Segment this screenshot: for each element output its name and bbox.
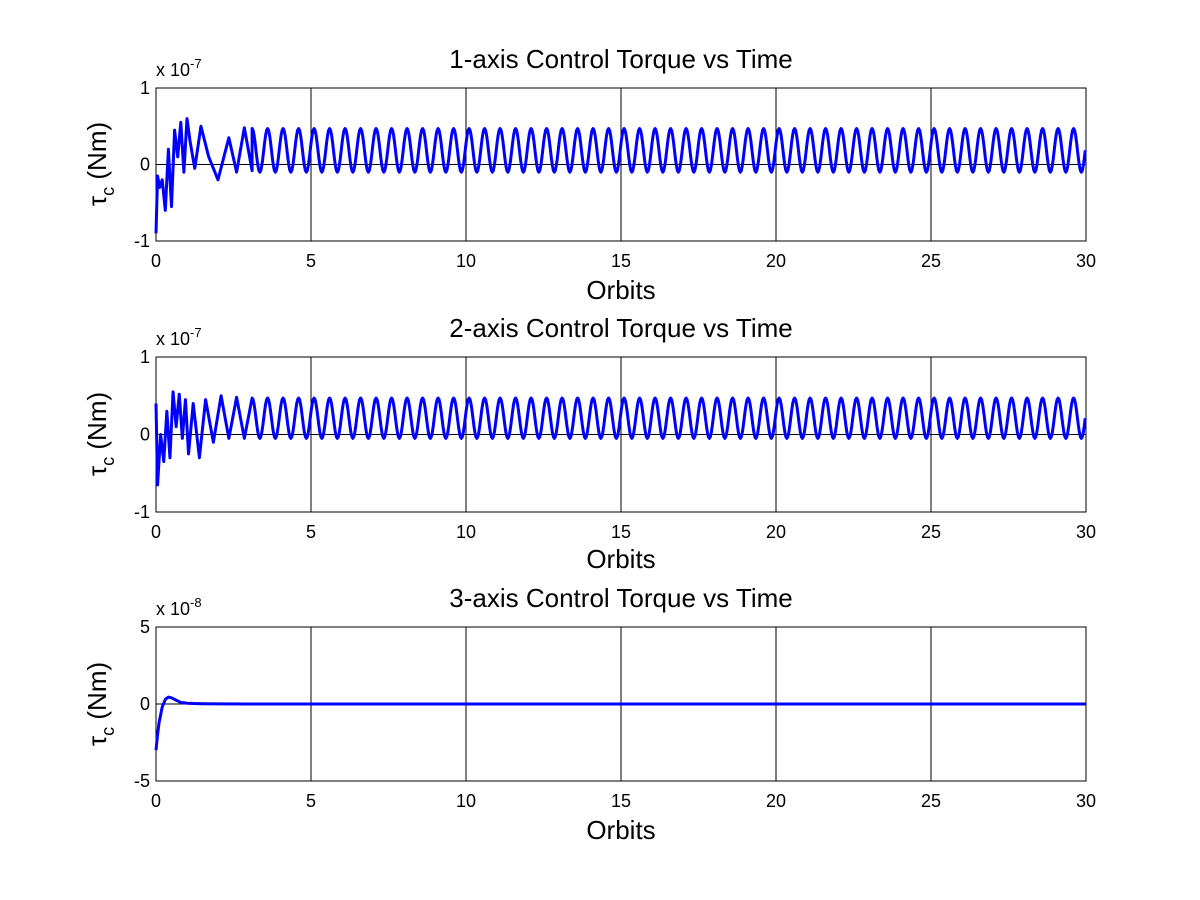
y-axis-unit: (Nm) (82, 392, 112, 457)
y-axis-subscript: c (98, 457, 118, 466)
x-tick-label: 10 (456, 791, 476, 811)
x-tick-label: 10 (456, 251, 476, 271)
series-line-0 (154, 695, 1086, 751)
multiplier-exponent: -8 (190, 595, 202, 610)
y-axis-unit: (Nm) (82, 662, 112, 727)
grid (156, 357, 1086, 512)
x-tick-label: 25 (921, 522, 941, 542)
y-axis-multiplier: x 10-7 (156, 325, 202, 349)
y-axis-multiplier: x 10-8 (156, 595, 202, 619)
x-tick-label: 20 (766, 791, 786, 811)
series-layer (154, 390, 1087, 487)
y-axis-symbol: τ (82, 195, 112, 206)
x-tick-label: 25 (921, 791, 941, 811)
y-tick-labels: -1 0 1 (134, 347, 150, 522)
y-tick-label: -1 (134, 231, 150, 251)
chart-title: 1-axis Control Torque vs Time (449, 44, 792, 74)
series-line-0 (154, 117, 1087, 234)
multiplier-base: x 10 (156, 60, 190, 80)
x-tick-label: 0 (151, 251, 161, 271)
x-tick-labels: 0 5 10 15 20 25 30 (151, 251, 1096, 271)
x-tick-label: 0 (151, 522, 161, 542)
x-axis-label: Orbits (586, 815, 655, 845)
x-tick-label: 20 (766, 522, 786, 542)
x-tick-label: 15 (611, 251, 631, 271)
y-tick-label: -5 (134, 771, 150, 791)
multiplier-base: x 10 (156, 599, 190, 619)
y-tick-label: 1 (140, 78, 150, 98)
y-axis-multiplier: x 10-7 (156, 56, 202, 80)
y-axis-unit: (Nm) (82, 122, 112, 187)
subplot-3-axis-torque: 0 5 10 15 20 25 30 -505 3-axis Control Torque … (82, 583, 1096, 845)
y-tick-label: 5 (140, 617, 150, 637)
series-layer (154, 117, 1087, 234)
subplot-2-axis-torque: 0 5 10 15 20 25 30 -101 2-axis Control Torque … (82, 313, 1096, 574)
multiplier-base: x 10 (156, 329, 190, 349)
y-axis-subscript: c (98, 727, 118, 736)
x-tick-label: 5 (306, 522, 316, 542)
y-axis-label: τc (Nm) (82, 662, 118, 746)
x-tick-label: 30 (1076, 791, 1096, 811)
x-tick-labels: 0 5 10 15 20 25 30 (151, 522, 1096, 542)
series-line-0 (154, 390, 1087, 487)
x-axis-label: Orbits (586, 275, 655, 305)
y-axis-subscript: c (98, 187, 118, 196)
x-tick-label: 20 (766, 251, 786, 271)
chart-title: 2-axis Control Torque vs Time (449, 313, 792, 343)
x-tick-label: 15 (611, 791, 631, 811)
y-axis-symbol: τ (82, 735, 112, 746)
x-tick-labels: 0 5 10 15 20 25 30 (151, 791, 1096, 811)
x-tick-label: 10 (456, 522, 476, 542)
x-tick-label: 5 (306, 791, 316, 811)
y-tick-label: 0 (140, 155, 150, 175)
x-tick-label: 5 (306, 251, 316, 271)
grid (156, 88, 1086, 241)
x-axis-label: Orbits (586, 544, 655, 574)
chart-title: 3-axis Control Torque vs Time (449, 583, 792, 613)
y-axis-label: τc (Nm) (82, 392, 118, 476)
x-tick-label: 15 (611, 522, 631, 542)
y-tick-labels: -1 0 1 (134, 78, 150, 251)
series-layer (154, 695, 1086, 751)
y-tick-label: 0 (140, 425, 150, 445)
x-tick-label: 30 (1076, 251, 1096, 271)
multiplier-exponent: -7 (190, 325, 202, 340)
x-tick-label: 30 (1076, 522, 1096, 542)
y-tick-label: 0 (140, 694, 150, 714)
y-axis-symbol: τ (82, 465, 112, 476)
y-tick-labels: -5 0 5 (134, 617, 150, 791)
y-axis-label: τc (Nm) (82, 122, 118, 206)
x-tick-label: 25 (921, 251, 941, 271)
y-tick-label: 1 (140, 347, 150, 367)
subplot-1-axis-torque: 0 5 10 15 20 25 30 -101 1-axis Control Torque … (82, 44, 1096, 305)
multiplier-exponent: -7 (190, 56, 202, 71)
x-tick-label: 0 (151, 791, 161, 811)
y-tick-label: -1 (134, 502, 150, 522)
